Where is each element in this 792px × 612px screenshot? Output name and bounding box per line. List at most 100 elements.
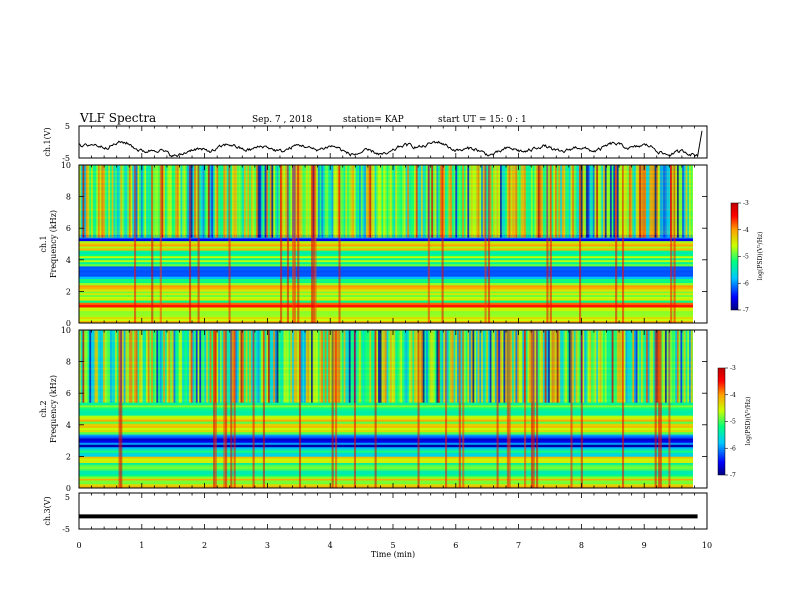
ch1-spectrogram-ytick-label: 2 xyxy=(66,287,71,296)
ch2-spectrogram-column xyxy=(149,330,152,403)
ch1-spectrogram-band xyxy=(79,248,693,251)
ch2-spectrogram-column xyxy=(518,330,521,403)
ch2-spectrogram-column xyxy=(443,330,446,403)
ch1-spectrogram-band xyxy=(79,311,693,314)
ch2-spectrogram-column xyxy=(197,330,200,403)
ch2-spectrogram-column xyxy=(322,330,326,403)
ch1-spectrogram-colorbar-tick-label: -7 xyxy=(743,307,749,314)
ch1-spectrogram-column xyxy=(99,165,102,238)
ch2-spectrogram-column xyxy=(597,330,601,403)
ch2-spectrogram-band xyxy=(79,444,693,448)
ch2-spectrogram-column xyxy=(561,330,564,403)
ch1-spectrogram-column xyxy=(436,165,439,238)
ch2-spectrogram-column xyxy=(255,330,259,403)
ch1-spectrogram-column xyxy=(687,165,690,238)
ch1-spectrogram-column xyxy=(432,165,436,238)
ch1-spectrogram-column xyxy=(591,165,594,238)
ch2-spectrogram-column xyxy=(365,330,369,403)
ch2-spectrogram-no-data xyxy=(698,330,707,488)
ch2-spectrogram-column xyxy=(572,330,575,403)
ch1-spectrogram-column xyxy=(381,165,384,238)
ch1-spectrogram-column xyxy=(512,165,515,238)
ch2-spectrogram-column xyxy=(656,330,659,403)
ch1-spectrogram-column xyxy=(396,165,399,238)
ch2-spectrogram-column xyxy=(450,330,453,403)
time-tick-label: 0 xyxy=(76,541,81,550)
ch2-spectrogram-column xyxy=(489,330,492,403)
ch1-spectrogram-column xyxy=(604,165,607,238)
ch2-spectrogram-ytick-label: 10 xyxy=(61,326,71,335)
ch1-spectrogram-column xyxy=(321,165,324,238)
ch1-spectrogram-column xyxy=(558,165,561,238)
ch2-spectrogram-column xyxy=(92,330,95,403)
ch2-spectrogram-band xyxy=(79,403,693,406)
ch1-spectrogram-column xyxy=(113,165,116,238)
ch1-spectrogram-column xyxy=(692,165,693,238)
ch1-spectrogram-sferic xyxy=(670,165,673,323)
ch1-spectrogram-band xyxy=(79,274,693,277)
ch2-spectrogram-column xyxy=(190,330,193,403)
ch1-spectrogram-column xyxy=(652,165,656,238)
ch2-colorbar-label: log(PSD)(V²/Hz) xyxy=(745,397,752,446)
ch2-spectrogram-column xyxy=(333,330,336,403)
ch1-spectrogram-column xyxy=(206,165,209,238)
ch2-spectrogram-column xyxy=(329,330,332,403)
ch1-spectrogram-column xyxy=(566,165,570,238)
ch2-spectrogram-column xyxy=(211,330,214,403)
ch2-spectrogram-column xyxy=(414,330,417,403)
ch2-spectrogram-column xyxy=(199,330,202,403)
ch1-spectrogram-band xyxy=(79,296,693,300)
ch2-spectrogram-column xyxy=(474,330,477,403)
ch2-spectrogram-column xyxy=(168,330,171,403)
ch1-spectrogram-column xyxy=(393,165,396,238)
ch1-spectrogram-column xyxy=(82,165,85,238)
ch2-spectrogram-sferic xyxy=(233,330,236,488)
ch2-spectrogram-band xyxy=(79,454,693,457)
ch1-spectrogram-column xyxy=(317,165,320,238)
ch1-spectrogram-column xyxy=(123,165,126,238)
ch2-spectrogram-column xyxy=(271,330,274,403)
ch1-spectrogram-column xyxy=(398,165,401,238)
ch1-spectrogram-band xyxy=(79,293,693,296)
ch2-spectrogram-column xyxy=(79,330,82,403)
ch1-spectrogram-column xyxy=(391,165,394,238)
ch2-spectrogram-column xyxy=(560,330,563,403)
ch1-spectrogram-column xyxy=(121,165,125,238)
ch2-spectrogram-column xyxy=(99,330,102,403)
ch2-spectrogram-column xyxy=(493,330,496,403)
ch1-spectrogram-column xyxy=(479,165,482,238)
ch1-spectrogram-column xyxy=(348,165,351,238)
ch1-spectrogram-column xyxy=(202,165,205,238)
ch1-spectrogram-column xyxy=(443,165,446,238)
ch2-spectrogram-column xyxy=(352,330,355,403)
ch2-spectrogram-column xyxy=(367,330,370,403)
ch1-spectrogram-column xyxy=(395,165,398,238)
ch1-spectrogram-column xyxy=(195,165,198,238)
ch1-spectrogram-ytick-label: 6 xyxy=(66,224,71,233)
ch1-spectrogram-column xyxy=(109,165,113,238)
ch1-spectrogram-column xyxy=(190,165,193,238)
ch2-spectrogram-band xyxy=(79,482,693,485)
ch2-spectrogram-column xyxy=(484,330,487,403)
ch1-spectrogram-column xyxy=(661,165,664,238)
ch2-spectrogram-column xyxy=(89,330,92,403)
ch2-spectrogram-column xyxy=(577,330,580,403)
ch2-spectrogram-column xyxy=(469,330,472,403)
ch1-spectrogram-column xyxy=(499,165,503,238)
ch1-spectrogram-column xyxy=(163,165,166,238)
ch1-spectrogram-sferic xyxy=(314,165,317,323)
ch1-spectrogram-column xyxy=(529,165,532,238)
ch1-spectrogram-column xyxy=(252,165,255,238)
ch1-spectrogram-column xyxy=(185,165,188,238)
ch1-spectrogram-column xyxy=(230,165,233,238)
ch1-spectrogram-band xyxy=(79,244,693,247)
ch2-spectrogram-sferic xyxy=(532,330,535,488)
time-tick-label: 3 xyxy=(265,541,270,550)
ch2-spectrogram-column xyxy=(321,330,324,403)
ch2-spectrogram-column xyxy=(116,330,119,403)
ch1-spectrogram-band xyxy=(79,307,693,310)
ch2-spectrogram-column xyxy=(257,330,260,403)
ch2-spectrogram-column xyxy=(525,330,528,403)
ch2-spectrogram-column xyxy=(410,330,413,403)
